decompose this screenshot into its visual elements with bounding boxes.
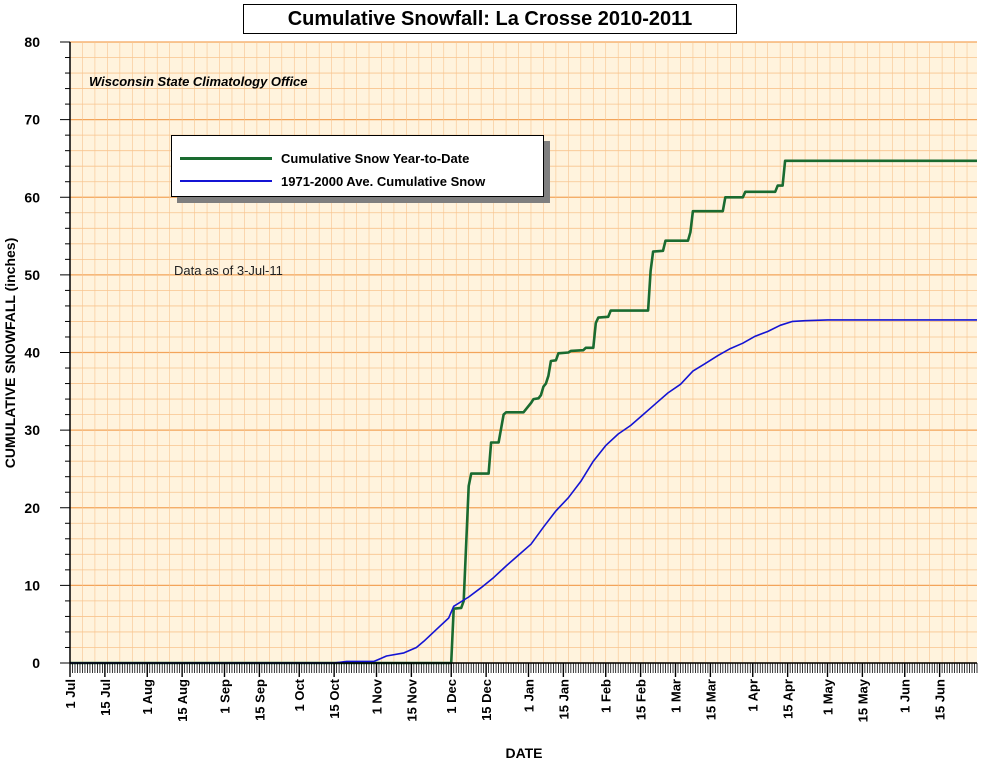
legend-swatch-year-to-date bbox=[180, 156, 272, 160]
x-tick-label: 1 Nov bbox=[370, 678, 385, 714]
x-tick-label: 15 Feb bbox=[634, 679, 649, 720]
x-tick-label: 15 Jul bbox=[98, 679, 113, 716]
x-tick-label: 15 Jan bbox=[556, 679, 571, 720]
x-tick-label: 1 May bbox=[821, 678, 836, 715]
x-tick-label: 1 Oct bbox=[292, 678, 307, 711]
x-tick-label: 15 Oct bbox=[327, 678, 342, 718]
x-tick-label: 1 Mar bbox=[669, 679, 684, 713]
series-line-1 bbox=[70, 319, 977, 664]
legend-entry-average: 1971-2000 Ave. Cumulative Snow bbox=[180, 171, 485, 191]
x-tick-label: 15 Mar bbox=[703, 679, 718, 720]
y-tick-label: 50 bbox=[24, 267, 40, 283]
grid-lines bbox=[69, 41, 977, 664]
tick-labels: 0 10 20 30 40 50 60 70 80 1 Jul 15 Jul 1 Aug 15 Aug 1… bbox=[24, 34, 947, 722]
y-tick-label: 60 bbox=[24, 189, 40, 205]
x-tick-label: 15 Sep bbox=[252, 679, 267, 721]
y-tick-label: 10 bbox=[24, 577, 40, 593]
legend-label-average: 1971-2000 Ave. Cumulative Snow bbox=[281, 173, 486, 189]
x-tick-label: 1 Sep bbox=[218, 679, 233, 714]
x-tick-label: 1 Jul bbox=[63, 679, 78, 709]
x-tick-label: 1 Jun bbox=[898, 679, 913, 713]
tick-marks bbox=[60, 41, 978, 677]
x-tick-label: 15 Jun bbox=[933, 679, 948, 720]
x-tick-label: 1 Aug bbox=[140, 679, 155, 715]
y-tick-label: 20 bbox=[24, 500, 40, 516]
x-tick-label: 15 Nov bbox=[404, 678, 419, 721]
series-line-0 bbox=[70, 159, 977, 665]
legend-swatch-average bbox=[180, 180, 272, 182]
data-date-note: Data as of 3-Jul-11 bbox=[174, 263, 283, 278]
x-tick-label: 1 Jan bbox=[522, 679, 537, 712]
y-tick-label: 30 bbox=[24, 422, 40, 438]
legend: Cumulative Snow Year-to-Date 1971-2000 A… bbox=[171, 135, 544, 197]
x-tick-label: 1 Apr bbox=[746, 679, 761, 712]
legend-label-year-to-date: Cumulative Snow Year-to-Date bbox=[281, 150, 470, 166]
y-tick-label: 0 bbox=[32, 655, 40, 671]
chart-title-box: Cumulative Snowfall: La Crosse 2010-2011 bbox=[243, 4, 737, 34]
x-tick-label: 15 Apr bbox=[781, 679, 796, 719]
x-tick-label: 1 Dec bbox=[444, 679, 459, 714]
series-lines bbox=[70, 159, 977, 665]
x-tick-label: 1 Feb bbox=[599, 679, 614, 713]
y-tick-label: 70 bbox=[24, 112, 40, 128]
y-axis-label: CUMULATIVE SNOWFALL (inches) bbox=[2, 238, 18, 468]
source-attribution: Wisconsin State Climatology Office bbox=[89, 74, 308, 89]
x-tick-label: 15 Aug bbox=[175, 679, 190, 722]
y-tick-label: 80 bbox=[24, 34, 40, 50]
x-axis-label: DATE bbox=[505, 745, 542, 761]
y-tick-label: 40 bbox=[24, 345, 40, 361]
x-tick-label: 15 May bbox=[855, 678, 870, 722]
chart-title: Cumulative Snowfall: La Crosse 2010-2011 bbox=[287, 7, 693, 30]
legend-entry-year-to-date: Cumulative Snow Year-to-Date bbox=[180, 148, 469, 168]
x-tick-label: 15 Dec bbox=[479, 679, 494, 721]
